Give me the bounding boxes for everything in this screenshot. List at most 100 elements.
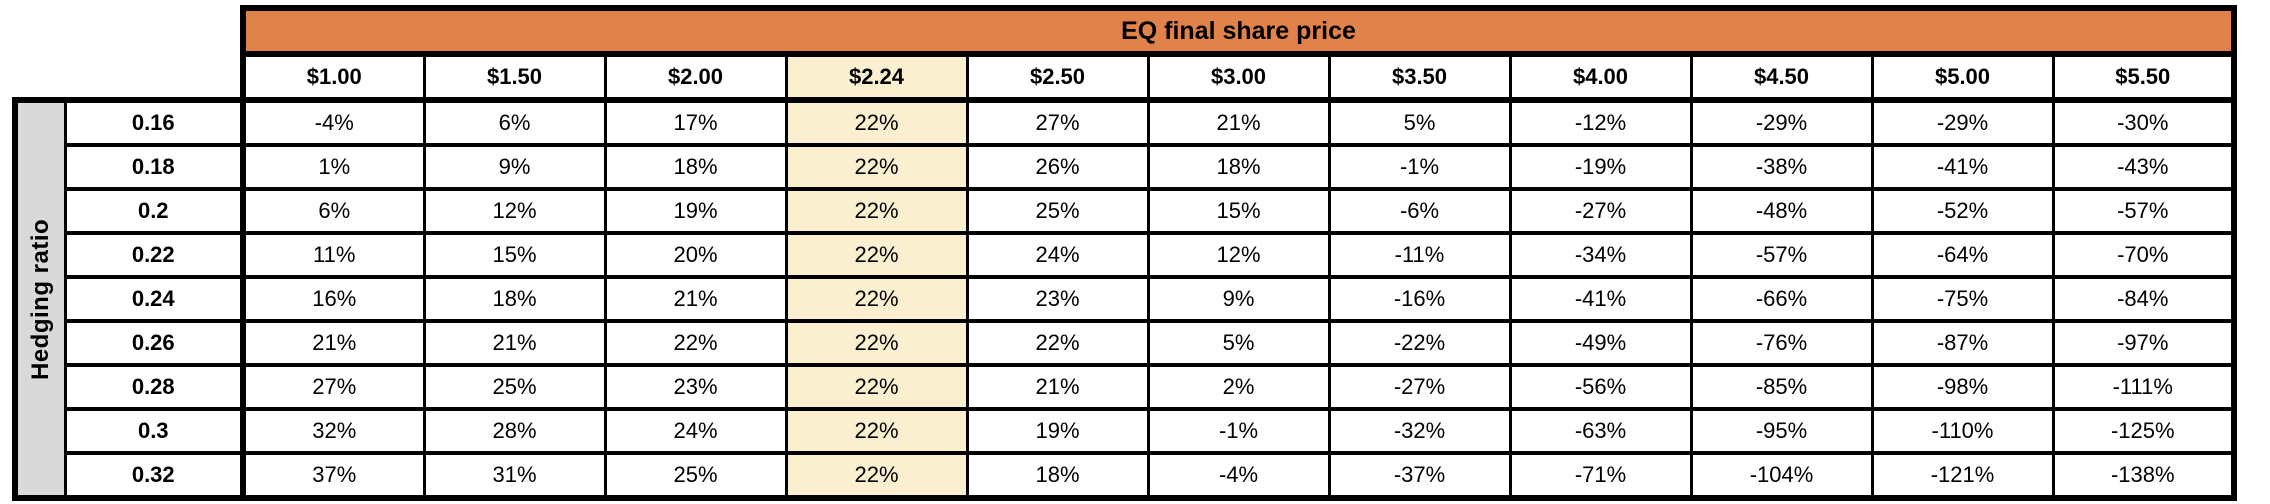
value-cell[interactable]: 27%: [241, 363, 426, 411]
value-cell[interactable]: -85%: [1689, 363, 1874, 411]
ratio-row-label[interactable]: 0.16: [63, 97, 246, 147]
value-cell[interactable]: -121%: [1870, 451, 2055, 501]
value-cell[interactable]: 25%: [603, 451, 788, 501]
value-cell[interactable]: 28%: [422, 407, 607, 455]
value-cell[interactable]: -64%: [1870, 231, 2055, 279]
value-cell[interactable]: 21%: [1146, 98, 1331, 147]
value-cell[interactable]: 9%: [1146, 275, 1331, 323]
value-cell[interactable]: -1%: [1146, 407, 1331, 455]
value-cell[interactable]: 21%: [241, 319, 426, 367]
value-cell[interactable]: -111%: [2051, 363, 2237, 411]
ratio-row-label[interactable]: 0.18: [63, 143, 246, 191]
value-cell[interactable]: 22%: [784, 451, 969, 501]
value-cell[interactable]: 22%: [965, 319, 1150, 367]
value-cell[interactable]: -52%: [1870, 187, 2055, 235]
price-col-header[interactable]: $4.50: [1689, 52, 1874, 103]
value-cell[interactable]: -22%: [1327, 319, 1512, 367]
value-cell[interactable]: 22%: [784, 143, 969, 191]
price-col-header[interactable]: $5.50: [2051, 52, 2237, 103]
value-cell[interactable]: 16%: [241, 275, 426, 323]
value-cell[interactable]: -138%: [2051, 451, 2237, 501]
value-cell[interactable]: 22%: [603, 319, 788, 367]
ratio-row-label[interactable]: 0.32: [63, 451, 246, 501]
row-axis-label-cell[interactable]: Hedging ratio: [12, 97, 67, 501]
value-cell[interactable]: -37%: [1327, 451, 1512, 501]
value-cell[interactable]: 18%: [422, 275, 607, 323]
value-cell[interactable]: 31%: [422, 451, 607, 501]
value-cell[interactable]: -57%: [1689, 231, 1874, 279]
value-cell[interactable]: 22%: [784, 407, 969, 455]
value-cell[interactable]: -6%: [1327, 187, 1512, 235]
value-cell[interactable]: -12%: [1508, 98, 1693, 147]
value-cell[interactable]: 22%: [784, 319, 969, 367]
value-cell[interactable]: -66%: [1689, 275, 1874, 323]
value-cell[interactable]: 20%: [603, 231, 788, 279]
value-cell[interactable]: -125%: [2051, 407, 2237, 455]
value-cell[interactable]: -19%: [1508, 143, 1693, 191]
value-cell[interactable]: -41%: [1508, 275, 1693, 323]
price-col-header[interactable]: $1.00: [240, 52, 426, 103]
value-cell[interactable]: -32%: [1327, 407, 1512, 455]
value-cell[interactable]: 24%: [603, 407, 788, 455]
value-cell[interactable]: 1%: [241, 143, 426, 191]
value-cell[interactable]: 22%: [784, 98, 969, 147]
value-cell[interactable]: -34%: [1508, 231, 1693, 279]
price-col-header[interactable]: $3.00: [1146, 52, 1331, 103]
value-cell[interactable]: 21%: [965, 363, 1150, 411]
value-cell[interactable]: -87%: [1870, 319, 2055, 367]
value-cell[interactable]: 22%: [784, 187, 969, 235]
value-cell[interactable]: 5%: [1327, 98, 1512, 147]
value-cell[interactable]: 23%: [965, 275, 1150, 323]
value-cell[interactable]: 2%: [1146, 363, 1331, 411]
price-col-header[interactable]: $1.50: [422, 52, 607, 103]
value-cell[interactable]: -104%: [1689, 451, 1874, 501]
ratio-row-label[interactable]: 0.2: [63, 187, 246, 235]
value-cell[interactable]: -38%: [1689, 143, 1874, 191]
value-cell[interactable]: 21%: [422, 319, 607, 367]
value-cell[interactable]: -97%: [2051, 319, 2237, 367]
value-cell[interactable]: 12%: [1146, 231, 1331, 279]
ratio-row-label[interactable]: 0.22: [63, 231, 246, 279]
price-col-header[interactable]: $2.50: [965, 52, 1150, 103]
value-cell[interactable]: 25%: [965, 187, 1150, 235]
value-cell[interactable]: 15%: [1146, 187, 1331, 235]
value-cell[interactable]: -4%: [1146, 451, 1331, 501]
value-cell[interactable]: 22%: [784, 231, 969, 279]
value-cell[interactable]: -57%: [2051, 187, 2237, 235]
value-cell[interactable]: -76%: [1689, 319, 1874, 367]
value-cell[interactable]: 23%: [603, 363, 788, 411]
value-cell[interactable]: 18%: [1146, 143, 1331, 191]
value-cell[interactable]: 9%: [422, 143, 607, 191]
value-cell[interactable]: -56%: [1508, 363, 1693, 411]
price-col-header[interactable]: $2.24: [784, 52, 969, 103]
price-col-header[interactable]: $3.50: [1327, 52, 1512, 103]
value-cell[interactable]: -29%: [1689, 98, 1874, 147]
value-cell[interactable]: -30%: [2051, 98, 2237, 147]
value-cell[interactable]: -4%: [241, 98, 426, 147]
price-col-header[interactable]: $5.00: [1870, 52, 2055, 103]
value-cell[interactable]: -27%: [1327, 363, 1512, 411]
value-cell[interactable]: -11%: [1327, 231, 1512, 279]
value-cell[interactable]: 32%: [241, 407, 426, 455]
value-cell[interactable]: -71%: [1508, 451, 1693, 501]
ratio-row-label[interactable]: 0.24: [63, 275, 246, 323]
value-cell[interactable]: 19%: [603, 187, 788, 235]
value-cell[interactable]: 6%: [241, 187, 426, 235]
value-cell[interactable]: 22%: [784, 363, 969, 411]
value-cell[interactable]: -63%: [1508, 407, 1693, 455]
value-cell[interactable]: -41%: [1870, 143, 2055, 191]
value-cell[interactable]: 17%: [603, 98, 788, 147]
price-col-header[interactable]: $2.00: [603, 52, 788, 103]
value-cell[interactable]: 27%: [965, 98, 1150, 147]
value-cell[interactable]: 25%: [422, 363, 607, 411]
value-cell[interactable]: -75%: [1870, 275, 2055, 323]
value-cell[interactable]: -110%: [1870, 407, 2055, 455]
ratio-row-label[interactable]: 0.26: [63, 319, 246, 367]
value-cell[interactable]: 15%: [422, 231, 607, 279]
table-title[interactable]: EQ final share price: [240, 5, 2237, 57]
value-cell[interactable]: -29%: [1870, 98, 2055, 147]
value-cell[interactable]: 11%: [241, 231, 426, 279]
ratio-row-label[interactable]: 0.28: [63, 363, 246, 411]
value-cell[interactable]: 21%: [603, 275, 788, 323]
value-cell[interactable]: 18%: [603, 143, 788, 191]
